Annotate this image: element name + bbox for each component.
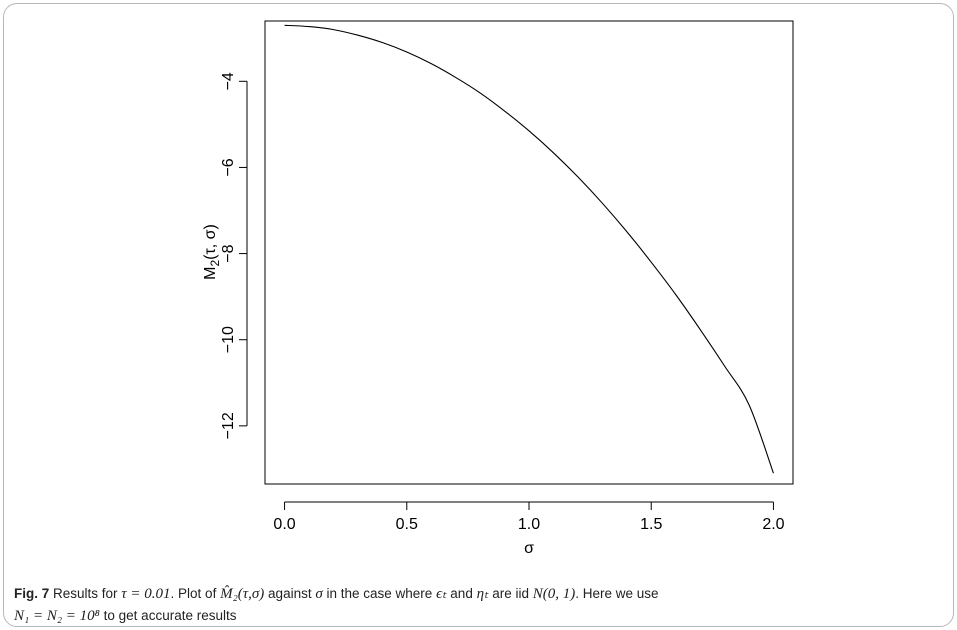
caption-n-eq: N₁ = N₂ = 10⁸ (14, 608, 100, 624)
x-tick-label: 2.0 (762, 516, 784, 533)
caption-text: . Here we use (575, 586, 659, 601)
y-tick-label: −8 (220, 244, 237, 262)
figure-frame (3, 3, 954, 627)
caption-text: . Plot of (170, 586, 221, 601)
x-axis-label: σ (524, 540, 534, 557)
caption-dist: N(0, 1) (532, 586, 576, 602)
y-tick-label: −12 (220, 412, 237, 439)
y-axis-label: M2(τ, σ) (202, 224, 222, 280)
caption-eta: ηₜ (476, 586, 489, 602)
y-tick-label: −6 (220, 158, 237, 176)
x-tick-label: 1.0 (518, 516, 540, 533)
x-tick-label: 0.0 (273, 516, 295, 533)
figure-number: Fig. 7 (14, 586, 50, 601)
caption-sigma: σ (315, 586, 323, 602)
caption-text: are iid (488, 586, 533, 601)
x-axis: 0.0 0.5 1.0 1.5 2.0 (273, 501, 785, 533)
x-tick-label: 1.5 (640, 516, 662, 533)
caption-eps: ϵₜ (436, 586, 447, 602)
y-tick-label: −4 (220, 72, 237, 90)
series-line (284, 24, 774, 474)
caption-text: Results for (49, 586, 122, 601)
caption-tau: τ = 0.01 (121, 586, 171, 602)
y-tick-label: −10 (220, 326, 237, 353)
line-chart: 0.0 0.5 1.0 1.5 2.0 −4 −6 −8 −10 −12 σ M2(τ, σ) (202, 20, 794, 557)
x-tick-label: 0.5 (396, 516, 418, 533)
caption-text: and (446, 586, 477, 601)
caption-mhat: M̂₂(τ,σ) (220, 586, 265, 602)
caption-text: against (264, 586, 316, 601)
y-axis: −4 −6 −8 −10 −12 (220, 72, 248, 439)
caption-text: in the case where (322, 586, 437, 601)
caption-text: to get accurate results (99, 608, 237, 623)
figure-caption: Fig. 7 Results for τ = 0.01. Plot of M̂₂… (14, 583, 944, 627)
plot-area (264, 20, 794, 485)
